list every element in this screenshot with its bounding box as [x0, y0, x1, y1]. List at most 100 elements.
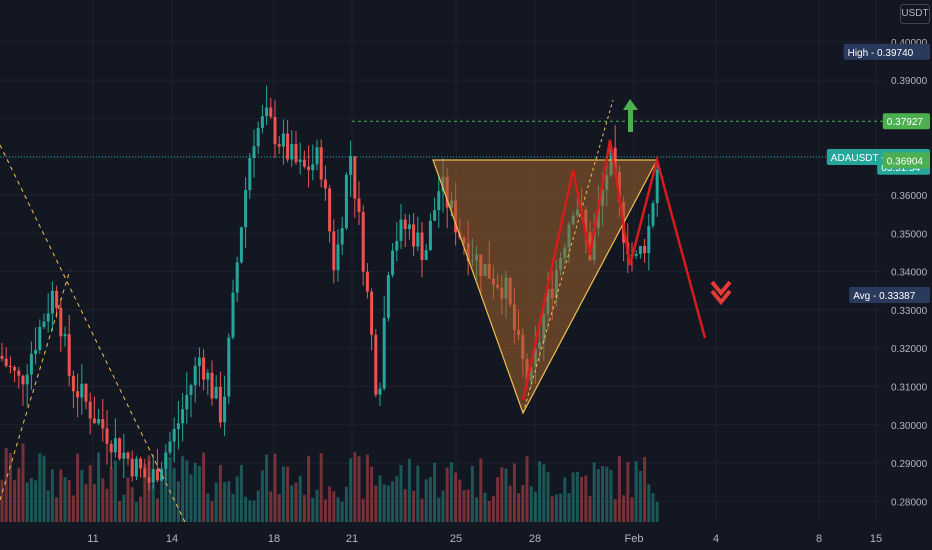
volume-bar [244, 496, 248, 522]
candle-body [168, 441, 172, 453]
price-label-text: 0.37927 [887, 117, 924, 128]
currency-button[interactable]: USDT [900, 4, 930, 24]
volume-bar [147, 455, 151, 522]
volume-bar [0, 479, 4, 522]
candle-body [206, 372, 210, 380]
volume-bar [344, 486, 348, 522]
volume-bar [596, 469, 600, 522]
candle-body [323, 179, 327, 189]
volume-bar [546, 472, 550, 522]
volume-bar [575, 471, 579, 522]
volume-bar [559, 493, 563, 522]
candle-body [374, 334, 378, 395]
volume-bar [336, 497, 340, 522]
candle-body [202, 357, 206, 380]
candle-body [113, 438, 117, 453]
x-tick-label: 8 [816, 533, 822, 545]
candle-body [147, 477, 151, 483]
volume-bar [441, 490, 445, 522]
volume-bar [475, 497, 479, 522]
candle-body [139, 458, 143, 469]
candle-body [231, 292, 235, 338]
volume-bar [622, 495, 626, 522]
x-tick-label: 14 [166, 533, 178, 545]
volume-bar [613, 499, 617, 522]
y-tick-label: 0.34000 [891, 268, 928, 279]
candle-body [176, 423, 180, 430]
candle-body [252, 146, 256, 159]
y-tick-label: 0.33000 [891, 306, 928, 317]
volume-bar [277, 494, 281, 522]
volume-bar [235, 476, 239, 522]
volume-bar [399, 465, 403, 522]
price-label-box [843, 43, 930, 60]
volume-bar [34, 480, 38, 522]
volume-bar [353, 452, 357, 522]
volume-bar [155, 498, 159, 522]
volume-bar [609, 470, 613, 522]
volume-bar [521, 484, 525, 522]
x-tick-label: 4 [713, 533, 719, 545]
volume-bar [483, 492, 487, 522]
volume-bar [172, 468, 176, 522]
volume-bar [281, 466, 285, 522]
volume-bar [193, 462, 197, 522]
candle-body [336, 244, 340, 271]
candle-body [638, 246, 642, 254]
y-tick-label: 0.36000 [891, 191, 928, 202]
volume-bar [571, 472, 575, 522]
volume-bar [13, 480, 17, 522]
price-label-text: High - 0.39740 [848, 48, 914, 59]
volume-bar [374, 485, 378, 522]
volume-bar [248, 500, 252, 522]
candle-body [294, 144, 298, 163]
volume-bar [420, 498, 424, 522]
volume-bar [181, 456, 185, 522]
volume-bar [470, 465, 474, 522]
volume-bar [189, 474, 193, 522]
candle-body [101, 419, 105, 429]
x-tick-label: Feb [625, 533, 644, 545]
candle-body [248, 158, 252, 190]
volume-bar [403, 489, 407, 522]
volume-bar [361, 498, 365, 522]
candle-body [395, 240, 399, 251]
volume-bar [294, 482, 298, 522]
y-tick-label: 0.35000 [891, 229, 928, 240]
candle-body [391, 250, 395, 276]
volume-bar [357, 456, 361, 522]
volume-bar [605, 466, 609, 522]
volume-bar [269, 491, 273, 522]
volume-bar [617, 456, 621, 522]
x-tick-label: 18 [268, 533, 280, 545]
volume-bar [151, 484, 155, 522]
candle-body [34, 350, 38, 354]
volume-bar [554, 494, 558, 522]
candle-body [273, 116, 277, 145]
candle-body [235, 262, 239, 293]
candle-body [151, 469, 155, 483]
candle-body [353, 156, 357, 199]
candle-body [643, 246, 647, 253]
candle-body [172, 429, 176, 442]
volume-bar [214, 482, 218, 522]
volume-bar [122, 494, 126, 522]
candle-body [160, 468, 164, 481]
price-label-box [882, 113, 930, 130]
volume-bar [139, 496, 143, 522]
volume-bar [143, 464, 147, 522]
volume-bar [395, 476, 399, 522]
candle-body [370, 291, 374, 335]
volume-bar [449, 462, 453, 522]
candle-body [433, 210, 437, 221]
volume-bar [63, 477, 67, 522]
volume-bar [462, 490, 466, 522]
candle-body [80, 383, 84, 398]
volume-bar [563, 477, 567, 522]
candle-body [281, 133, 285, 147]
candle-body [0, 355, 4, 359]
volume-bar [328, 486, 332, 522]
y-tick-label: 0.31000 [891, 382, 928, 393]
